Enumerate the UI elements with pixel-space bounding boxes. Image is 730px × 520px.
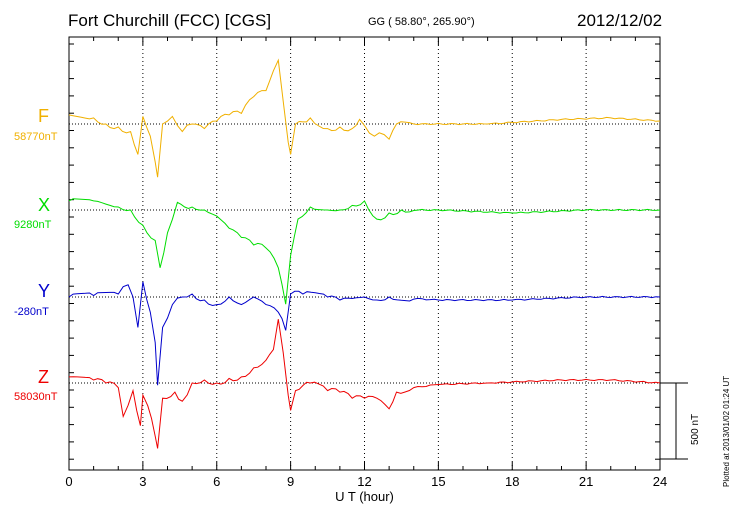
series-line-y: [68, 281, 661, 386]
channel-baseline-y: -280nT: [14, 306, 49, 318]
plotted-timestamp: Plotted at 2013/01/02 01:24 UT: [722, 375, 730, 487]
channel-label-y: Y: [38, 281, 51, 301]
x-tick-label: 12: [357, 474, 371, 489]
channel-baseline-z: 58030nT: [14, 391, 58, 403]
station-coords: GG ( 58.80°, 265.90°): [368, 16, 475, 28]
channel-baseline-x: 9280nT: [14, 219, 52, 231]
x-tick-label: 9: [287, 474, 294, 489]
x-tick-label: 15: [431, 474, 445, 489]
x-tick-label: 24: [653, 474, 667, 489]
series-line-f: [68, 58, 661, 178]
channel-label-f: F: [38, 106, 49, 126]
x-tick-label: 3: [139, 474, 146, 489]
x-tick-label: 18: [505, 474, 519, 489]
station-title: Fort Churchill (FCC) [CGS]: [68, 11, 272, 30]
x-tick-label: 0: [65, 474, 72, 489]
series-line-x: [68, 198, 661, 305]
x-tick-label: 6: [213, 474, 220, 489]
channel-label-z: Z: [38, 367, 49, 387]
x-tick-label: 21: [579, 474, 593, 489]
channel-label-x: X: [38, 195, 51, 215]
chart-date: 2012/12/02: [577, 11, 663, 30]
scale-bar-label: 500 nT: [690, 413, 701, 445]
series-line-z: [68, 319, 661, 449]
x-axis-label: U T (hour): [335, 489, 394, 504]
channel-baseline-f: 58770nT: [14, 131, 58, 143]
